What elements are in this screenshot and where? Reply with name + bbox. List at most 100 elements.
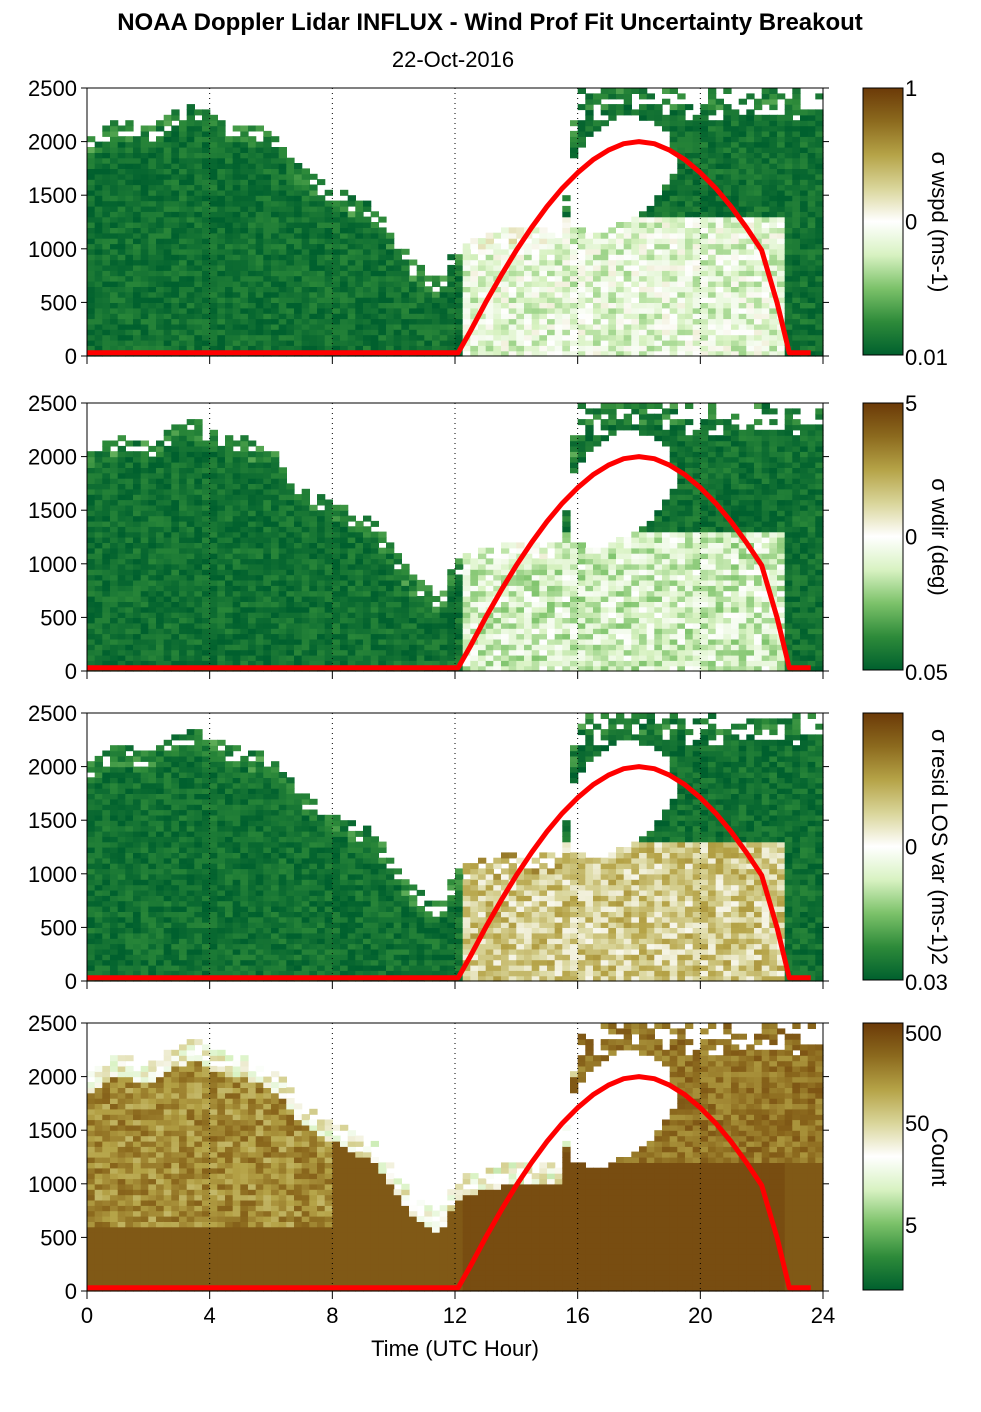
- heatmap-cell: [401, 264, 410, 271]
- heatmap-cell: [631, 297, 640, 303]
- heatmap-cell: [225, 264, 234, 271]
- heatmap-cell: [271, 216, 280, 223]
- heatmap-cell: [807, 216, 816, 223]
- heatmap-cell: [355, 633, 364, 640]
- heatmap-cell: [125, 558, 134, 565]
- heatmap-cell: [355, 596, 364, 602]
- heatmap-cell: [179, 189, 188, 196]
- heatmap-cell: [125, 152, 134, 159]
- heatmap-cell: [263, 238, 272, 245]
- heatmap-cell: [723, 189, 732, 196]
- heatmap-cell: [769, 141, 778, 148]
- heatmap-cell: [792, 254, 801, 261]
- heatmap-cell: [163, 654, 172, 661]
- heatmap-cell: [240, 248, 249, 255]
- heatmap-cell: [815, 291, 824, 298]
- heatmap-cell: [424, 286, 433, 293]
- heatmap-cell: [738, 125, 747, 132]
- heatmap-cell: [669, 275, 678, 282]
- heatmap-cell: [125, 510, 134, 517]
- heatmap-cell: [240, 633, 249, 640]
- heatmap-cell: [769, 216, 778, 223]
- heatmap-cell: [616, 227, 625, 234]
- heatmap-cell: [309, 606, 318, 613]
- heatmap-cell: [340, 520, 349, 527]
- heatmap-cell: [217, 483, 226, 490]
- heatmap-cell: [409, 628, 418, 635]
- heatmap-cell: [202, 596, 211, 602]
- heatmap-cell: [524, 302, 533, 309]
- heatmap-cell: [186, 617, 195, 624]
- heatmap-cell: [148, 147, 157, 153]
- heatmap-cell: [94, 478, 103, 484]
- heatmap-cell: [761, 302, 770, 309]
- heatmap-cell: [117, 633, 126, 640]
- heatmap-cell: [202, 440, 211, 447]
- heatmap-cell: [110, 585, 119, 592]
- heatmap-cell: [547, 345, 556, 352]
- heatmap-cell: [332, 590, 341, 597]
- heatmap-cell: [746, 109, 755, 116]
- heatmap-cell: [409, 275, 418, 282]
- heatmap-cell: [524, 350, 533, 357]
- heatmap-cell: [148, 569, 157, 576]
- heatmap-cell: [554, 350, 563, 357]
- heatmap-cell: [209, 163, 218, 169]
- heatmap-cell: [171, 125, 180, 132]
- heatmap-cell: [761, 179, 770, 186]
- heatmap-cell: [493, 318, 502, 325]
- heatmap-cell: [355, 660, 364, 667]
- heatmap-cell: [255, 345, 264, 352]
- heatmap-cell: [608, 254, 617, 261]
- heatmap-cell: [800, 254, 809, 261]
- heatmap-cell: [156, 585, 165, 592]
- heatmap-cell: [156, 547, 165, 554]
- heatmap-cell: [232, 125, 241, 132]
- heatmap-cell: [784, 302, 793, 309]
- heatmap-cell: [370, 248, 379, 255]
- heatmap-cell: [278, 579, 287, 586]
- heatmap-cell: [278, 270, 287, 277]
- heatmap-cell: [163, 526, 172, 533]
- heatmap-cell: [332, 297, 341, 303]
- heatmap-cell: [631, 302, 640, 309]
- heatmap-cell: [777, 168, 786, 175]
- heatmap-cell: [692, 238, 701, 245]
- heatmap-cell: [278, 547, 287, 554]
- heatmap-cell: [94, 649, 103, 656]
- heatmap-cell: [554, 323, 563, 330]
- heatmap-cell: [432, 345, 441, 352]
- heatmap-cell: [186, 313, 195, 320]
- heatmap-cell: [255, 141, 264, 148]
- heatmap-cell: [401, 628, 410, 635]
- heatmap-cell: [301, 329, 310, 336]
- heatmap-cell: [140, 141, 149, 148]
- heatmap-cell: [501, 339, 510, 346]
- heatmap-cell: [439, 329, 448, 336]
- heatmap-cell: [133, 585, 142, 592]
- heatmap-cell: [94, 456, 103, 463]
- heatmap-cell: [715, 104, 724, 111]
- heatmap-cell: [332, 504, 341, 511]
- heatmap-cell: [386, 232, 395, 239]
- heatmap-cell: [87, 558, 96, 565]
- heatmap-cell: [248, 200, 257, 207]
- heatmap-cell: [179, 270, 188, 277]
- heatmap-cell: [677, 329, 686, 336]
- heatmap-cell: [278, 211, 287, 218]
- heatmap-cell: [363, 286, 372, 293]
- heatmap-cell: [447, 297, 456, 303]
- heatmap-cell: [447, 281, 456, 287]
- heatmap-cell: [171, 147, 180, 153]
- heatmap-cell: [133, 205, 142, 212]
- heatmap-cell: [662, 189, 671, 196]
- heatmap-cell: [700, 286, 709, 293]
- heatmap-cell: [286, 601, 295, 608]
- heatmap-cell: [723, 334, 732, 341]
- heatmap-cell: [263, 628, 272, 635]
- heatmap-cell: [148, 563, 157, 570]
- heatmap-cell: [340, 264, 349, 271]
- heatmap-cell: [87, 323, 96, 330]
- heatmap-cell: [401, 606, 410, 613]
- heatmap-cell: [133, 264, 142, 271]
